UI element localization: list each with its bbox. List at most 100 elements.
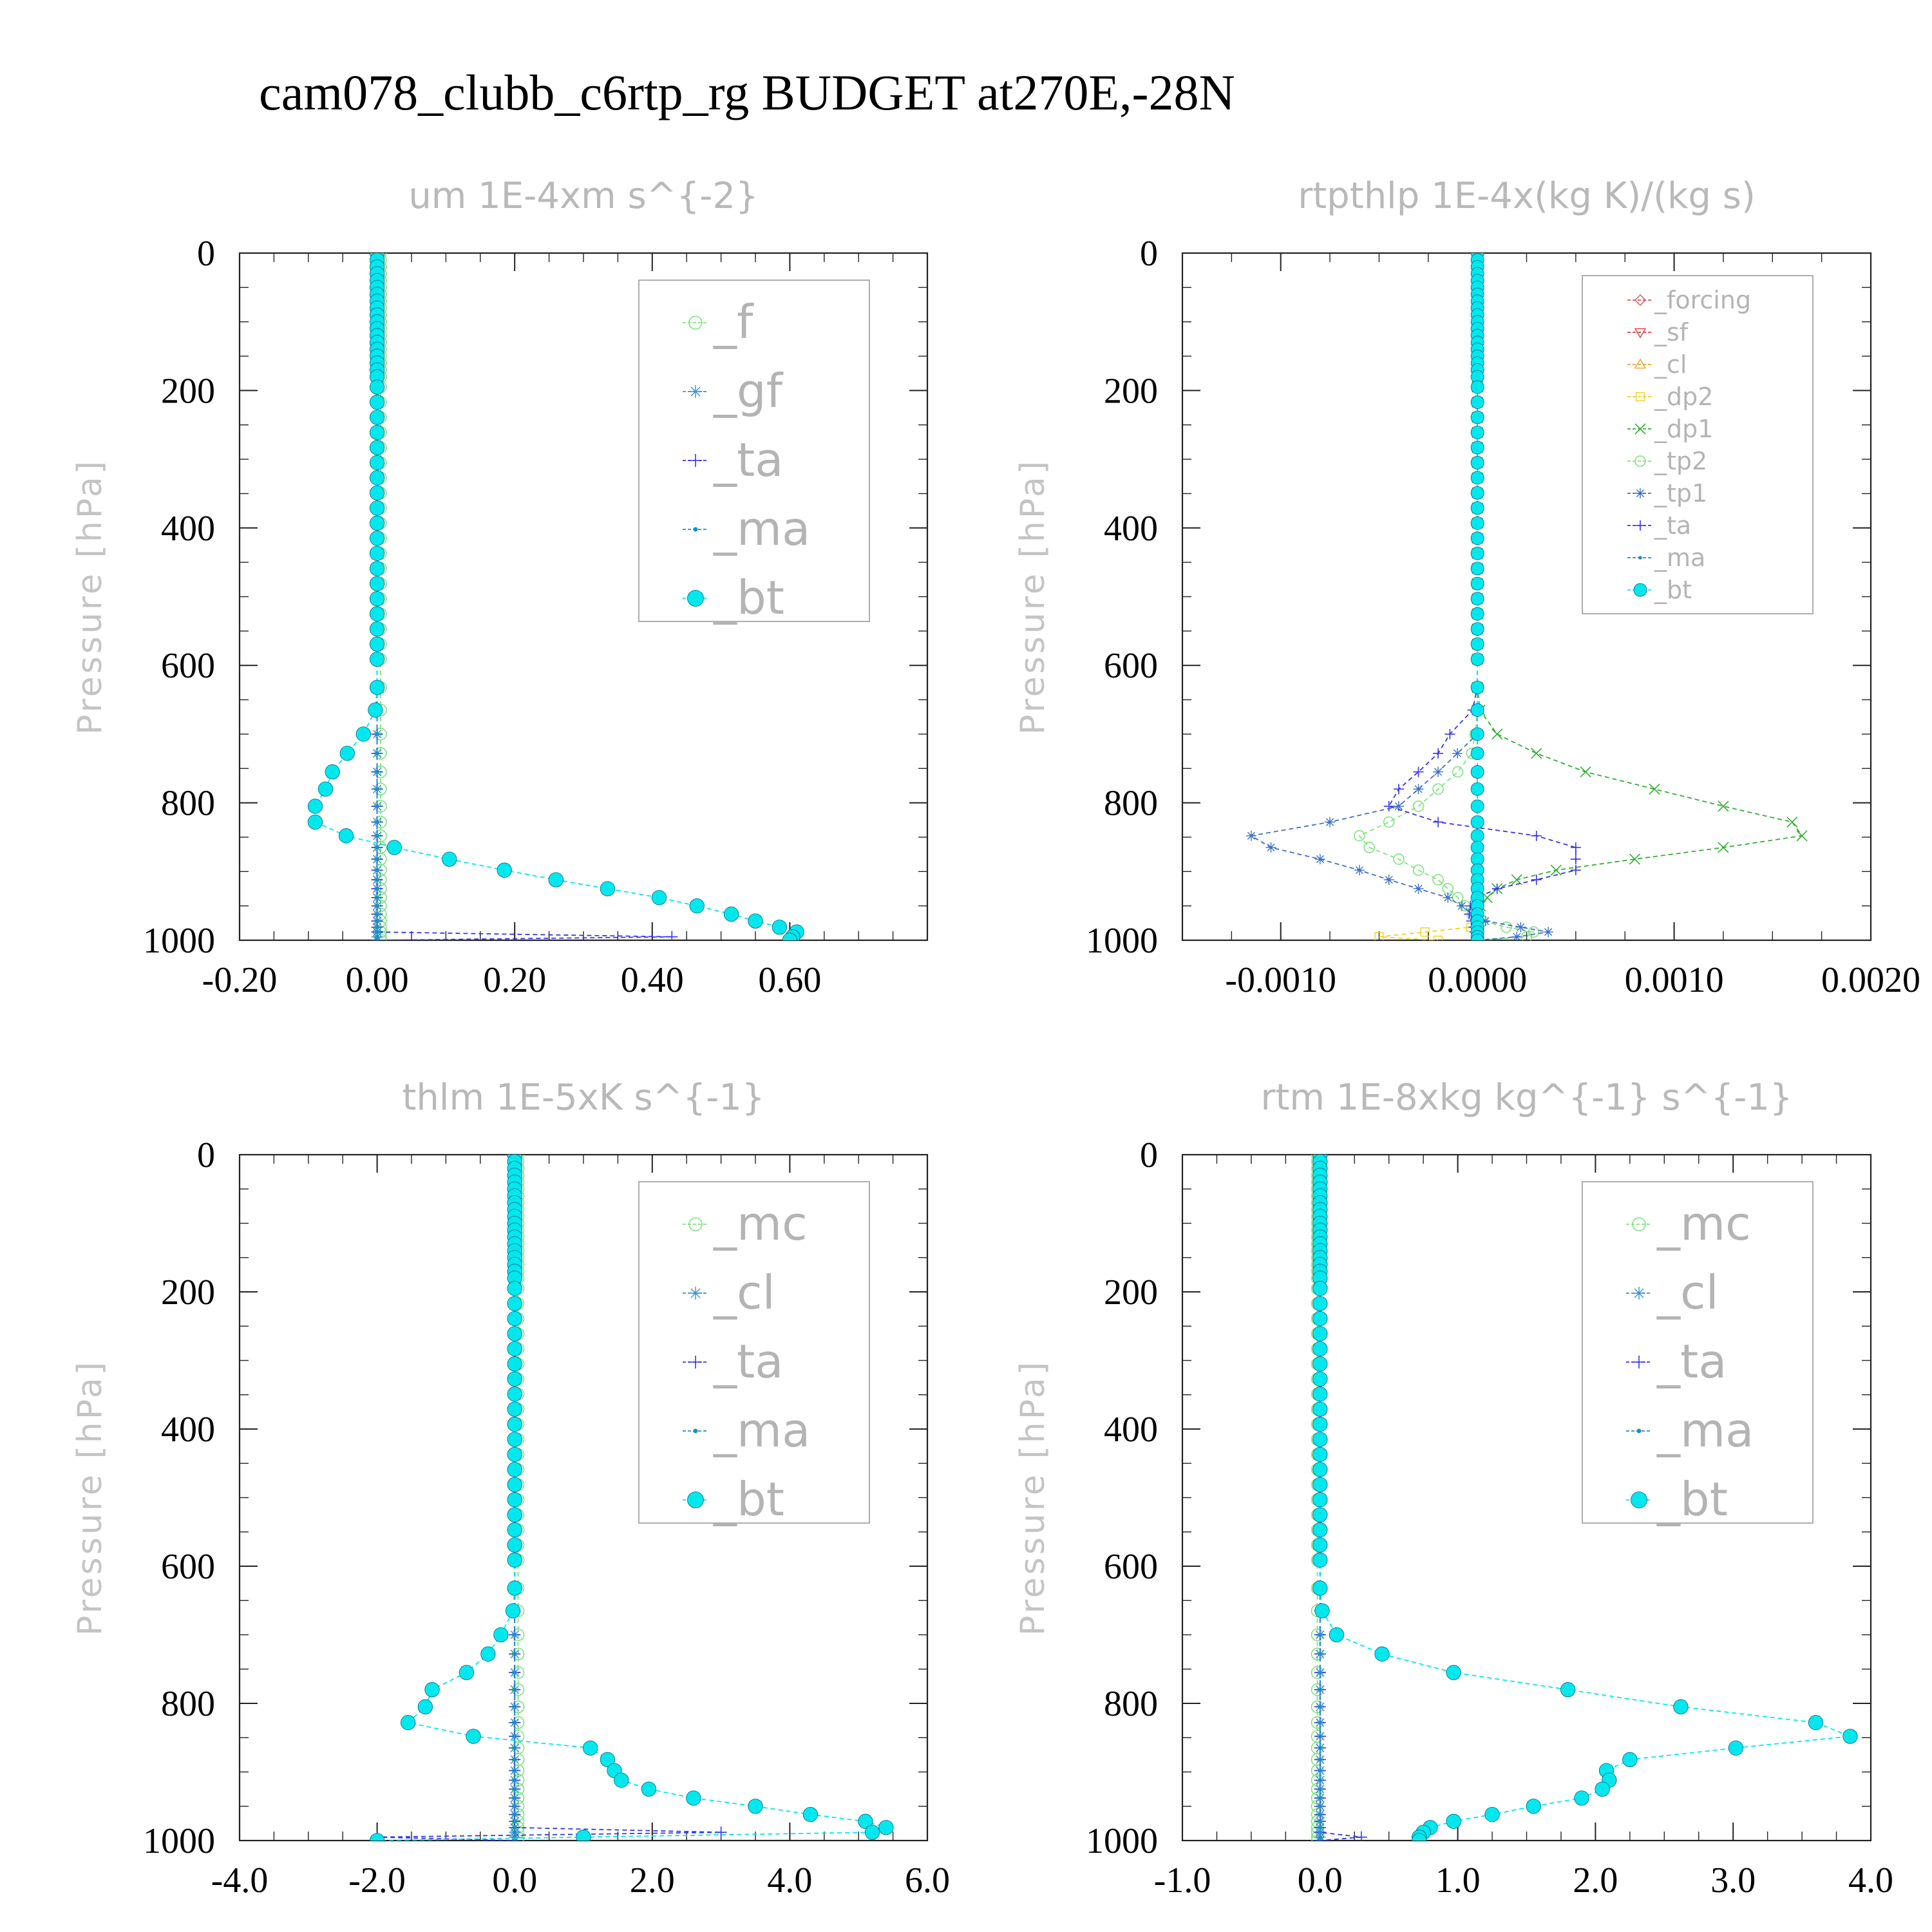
data-point-bt [369,424,385,440]
data-point-bt [307,814,323,830]
data-point-bt [1312,1522,1328,1538]
data-point-bt [317,781,334,797]
data-point-bt [1470,840,1484,855]
legend-label-gf: _gf [713,364,784,418]
data-point-ma [1318,1687,1322,1692]
data-point-tp1 [1245,830,1256,841]
legend: _f _gf _ta _ma _bt [638,279,870,625]
data-point-bt [1470,471,1484,485]
y-tick-label: 200 [161,371,215,411]
series-layer [307,253,804,940]
data-point-bt [1312,1477,1328,1492]
data-point-bt [338,828,354,844]
data-point-bt [1312,1281,1328,1296]
data-point-bt [802,1806,819,1823]
data-point-tp1 [1511,931,1522,940]
x-tick-label: 3.0 [1710,1861,1756,1900]
panel-um: um 1E-4xm s^{-2} Pressure [hPa] 0 200 400 600… [71,175,929,1000]
legend-label-dp2: _dp2 [1654,383,1713,411]
legend-marker-ma [693,527,698,532]
y-tick-label: 1000 [1086,921,1158,961]
data-point-bt [686,1790,701,1806]
data-point-ma [1318,1746,1322,1750]
data-point-ma [513,1633,517,1637]
data-point-bt [507,1580,522,1596]
series-line-ta [1388,253,1577,940]
data-point-ma [1318,1768,1322,1773]
data-point-bt [583,1740,598,1756]
data-point-bt [507,1416,522,1432]
data-point-bt [493,1627,509,1643]
data-point-bt [1470,727,1484,741]
data-point-dp1 [1718,842,1729,853]
legend-label-ta: _ta [1656,1334,1727,1388]
data-point-bt [339,746,355,761]
panel-title: thlm 1E-5xK s^{-1} [402,1077,764,1119]
data-point-ma [375,877,379,882]
data-point-bt [1470,746,1484,761]
legend-label-dp1: _dp1 [1654,415,1713,443]
legend-marker-bt [1631,1492,1647,1508]
data-point-dp1 [1531,748,1542,759]
data-point-ta [1570,865,1581,876]
data-point-dp2 [1374,932,1384,940]
data-point-ma [513,1720,517,1725]
legend-marker-cl [689,1287,702,1300]
data-point-bt [651,890,667,905]
y-tick-label: 1000 [1086,1821,1158,1861]
data-point-bt [1470,486,1484,500]
data-point-bt [401,1715,416,1730]
data-point-bt [1470,456,1484,469]
legend-label-ma: _ma [713,502,810,556]
y-tick-label: 200 [1104,1273,1158,1312]
data-point-bt [1470,576,1484,591]
legend-label-forcing: _forcing [1654,286,1751,314]
data-point-ma [375,732,379,737]
data-point-bt [466,1728,481,1744]
data-point-bt [1312,1462,1328,1477]
data-point-bt [1312,1416,1328,1432]
legend: _mc _cl _ta _ma _bt [1582,1181,1814,1526]
data-point-tp2 [1412,800,1425,812]
data-point-ma [513,1804,517,1808]
data-point-bt [1314,1603,1330,1618]
data-point-bt [1574,1790,1589,1806]
y-tick-label: 400 [161,509,215,549]
data-point-dp1 [1629,853,1641,865]
data-point-tp1 [1413,784,1424,795]
legend-marker-ma [693,1428,698,1434]
data-point-bt [507,1296,522,1311]
data-point-bt [1470,592,1484,606]
data-point-bt [369,576,385,591]
data-point-ta [1355,1831,1367,1841]
data-point-bt [507,1432,522,1447]
series-line-dp2 [1379,253,1478,940]
legend-marker-ma [1636,1428,1642,1434]
data-point-bt [507,1387,522,1402]
data-point-ma [375,938,379,940]
data-point-bt [1312,1507,1328,1522]
x-tick-label: -1.0 [1154,1861,1211,1900]
series-line-bt [314,253,798,940]
x-tick-label: 6.0 [905,1861,950,1900]
data-point-bt [369,606,385,621]
legend-label-bt: _bt [713,571,784,625]
data-point-dp1 [1796,830,1808,842]
data-point-bt [369,410,385,425]
data-point-bt [1312,1446,1328,1463]
data-point-bt [1470,933,1484,940]
data-point-bt [369,636,385,652]
data-point-bt [1842,1728,1858,1744]
data-point-bt [505,1603,521,1618]
legend-label-cl: _cl [1654,350,1687,379]
data-point-ma [513,1768,517,1773]
x-tick-label: 2.0 [1573,1861,1618,1900]
data-point-bt [1484,1806,1500,1823]
data-point-bt [497,862,512,878]
y-tick-label: 0 [1140,1135,1158,1175]
data-point-bt [1470,680,1484,694]
legend-label-tp1: _tp1 [1654,479,1707,507]
data-point-dp1 [1718,800,1729,812]
data-point-bt [1470,652,1484,666]
